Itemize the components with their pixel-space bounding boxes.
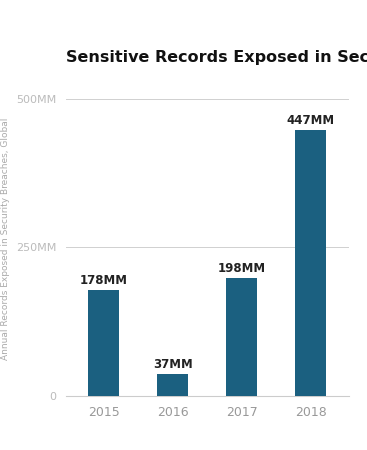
Text: 37MM: 37MM xyxy=(153,358,193,371)
Text: Sensitive Records Exposed in Security Breaches: Sensitive Records Exposed in Security Br… xyxy=(66,50,367,64)
Bar xyxy=(295,130,326,396)
Text: 178MM: 178MM xyxy=(80,274,128,287)
Y-axis label: Annual Records Exposed in Security Breaches, Global: Annual Records Exposed in Security Breac… xyxy=(1,117,10,360)
Bar xyxy=(157,374,188,396)
Text: 198MM: 198MM xyxy=(218,262,266,275)
Bar xyxy=(226,278,257,396)
Bar xyxy=(88,290,120,396)
Text: 447MM: 447MM xyxy=(287,114,335,127)
